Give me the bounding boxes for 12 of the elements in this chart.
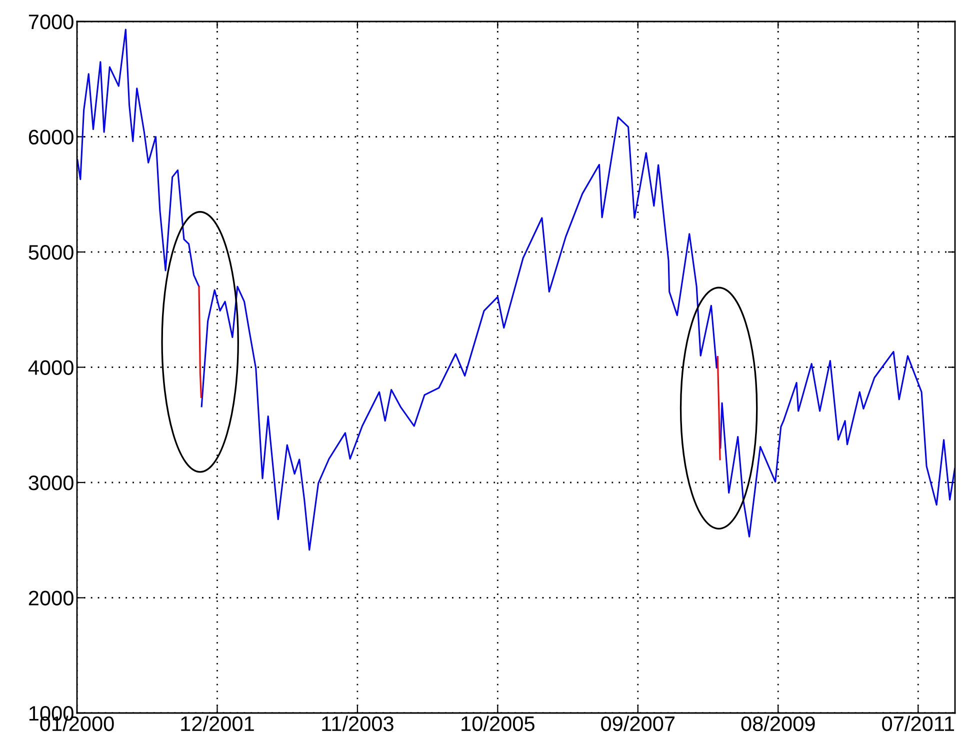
x-tick-label: 10/2005 bbox=[462, 716, 534, 732]
x-tick-label: 08/2009 bbox=[741, 716, 815, 732]
y-tick-label: 7000 bbox=[28, 14, 74, 30]
x-tick-label: 07/2011 bbox=[882, 716, 954, 732]
y-tick-label: 5000 bbox=[28, 245, 74, 260]
x-tick-label: 11/2003 bbox=[322, 716, 394, 732]
y-tick-label: 4000 bbox=[28, 360, 74, 376]
y-tick-label: 2000 bbox=[28, 590, 74, 606]
y-tick-label: 6000 bbox=[28, 130, 74, 145]
y-tick-label: 3000 bbox=[28, 476, 74, 490]
x-tick-label: 12/2001 bbox=[181, 716, 254, 732]
x-tick-label: 09/2007 bbox=[601, 716, 675, 732]
